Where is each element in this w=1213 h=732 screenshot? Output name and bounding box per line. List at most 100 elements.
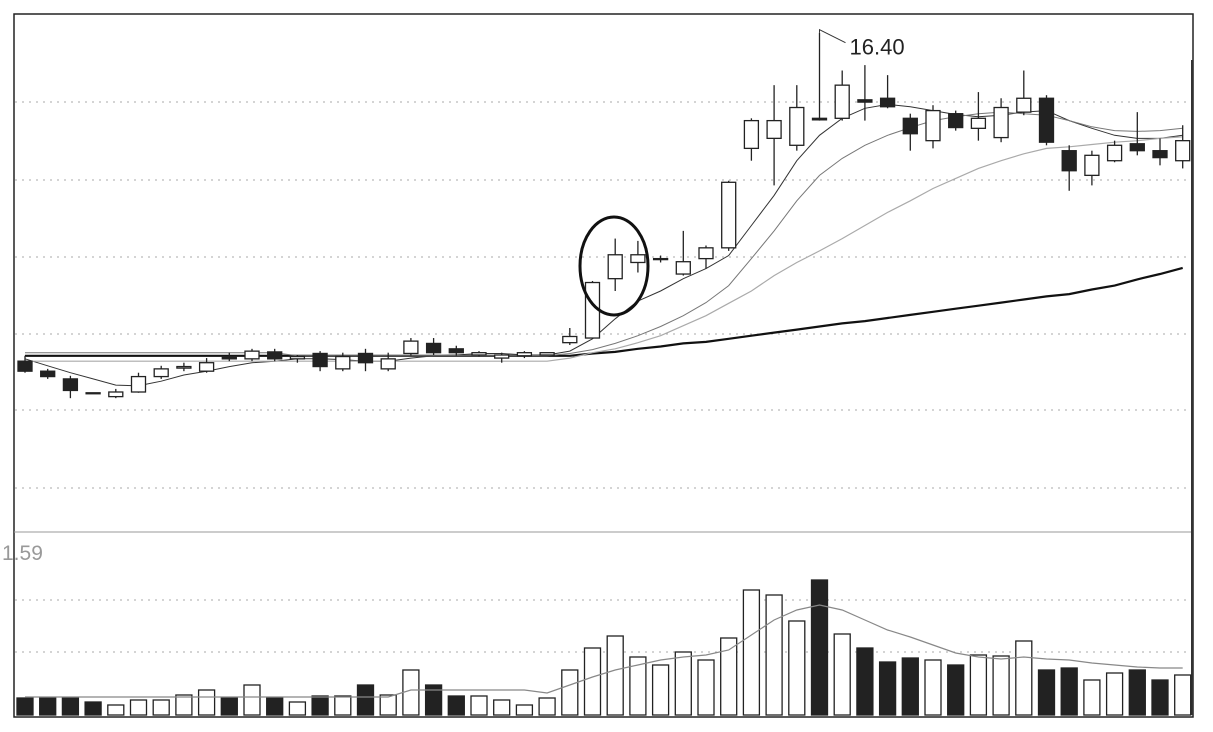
volume-bar xyxy=(515,704,534,716)
candle-body xyxy=(630,254,646,264)
volume-bar xyxy=(447,695,465,716)
ma-line xyxy=(24,103,1183,387)
candle-body xyxy=(357,352,374,364)
ma-line xyxy=(25,604,1183,698)
volume-bar xyxy=(175,694,193,716)
volume-bar xyxy=(61,697,80,716)
volume-bar xyxy=(424,684,443,716)
volume-bar xyxy=(266,697,284,716)
candle-body xyxy=(1129,143,1145,152)
candle-body xyxy=(1175,140,1191,162)
volume-bar xyxy=(1083,679,1101,716)
volume-bar xyxy=(901,657,919,716)
volume-bar xyxy=(1151,679,1169,716)
candle-body xyxy=(698,247,714,260)
volume-bar xyxy=(311,695,329,716)
volume-bar xyxy=(220,697,238,716)
volume-bar xyxy=(107,704,125,716)
candle-body xyxy=(857,99,873,103)
ma-line xyxy=(25,111,1183,357)
candle-body xyxy=(17,360,33,372)
volume-bar xyxy=(152,699,170,716)
candle-body xyxy=(403,340,419,355)
candle-body xyxy=(766,119,782,140)
candle-body xyxy=(289,355,306,360)
candle-body xyxy=(176,365,192,369)
volume-bar xyxy=(402,669,420,716)
candle-body xyxy=(380,358,396,370)
candle-body xyxy=(1038,97,1055,143)
volume-bar xyxy=(674,651,692,716)
candle-body xyxy=(721,181,737,249)
volume-bar xyxy=(1060,667,1078,716)
candle-body xyxy=(948,113,964,129)
volume-bar xyxy=(1037,669,1056,716)
annotation-leader xyxy=(819,28,846,44)
candle-body xyxy=(85,392,101,395)
candle-body xyxy=(1152,150,1168,159)
volume-bar xyxy=(992,655,1010,716)
volume-bar xyxy=(1015,640,1033,716)
volume-bar xyxy=(288,701,307,716)
candle-body xyxy=(425,342,442,354)
volume-bar xyxy=(356,684,375,716)
candle-body xyxy=(789,106,805,146)
volume-bar xyxy=(1174,674,1192,716)
volume-bar xyxy=(583,647,602,716)
volume-bar xyxy=(833,633,851,716)
volume-bar xyxy=(742,589,761,716)
candle-body xyxy=(925,109,941,142)
frame xyxy=(13,13,1194,718)
volume-bar xyxy=(947,664,965,716)
candle-body xyxy=(1084,154,1100,177)
volume-bar xyxy=(878,661,897,716)
candle-body xyxy=(675,261,691,275)
candle-body xyxy=(1016,97,1032,113)
candle-body xyxy=(1061,150,1077,172)
candle-body xyxy=(539,352,555,356)
candle-body xyxy=(993,106,1009,139)
candle-body xyxy=(448,348,464,354)
volume-bar xyxy=(39,697,57,716)
candle-body xyxy=(970,117,987,129)
candle-body xyxy=(834,84,850,119)
candle-body xyxy=(494,354,510,359)
candle-body xyxy=(516,352,533,357)
volume-bar xyxy=(1105,672,1124,716)
candle-body xyxy=(879,97,896,108)
candle-body xyxy=(743,119,760,150)
volume-bar xyxy=(538,697,556,716)
candle-body xyxy=(312,352,328,368)
volume-bar xyxy=(856,647,874,716)
volume-bar xyxy=(629,656,647,716)
volume-bar xyxy=(84,701,102,716)
volume-bar xyxy=(1128,669,1146,716)
candle-body xyxy=(562,335,578,344)
volume-bar xyxy=(788,620,806,716)
y2-tick-label: 1.59 xyxy=(2,542,43,565)
candle-body xyxy=(198,362,215,372)
volume-bar xyxy=(197,689,216,716)
volume-bar xyxy=(720,637,738,716)
candle-body xyxy=(153,368,169,378)
candle-body xyxy=(221,355,237,360)
candle-body xyxy=(130,375,147,393)
ma-line xyxy=(25,136,1183,362)
ma-line xyxy=(25,266,1183,357)
candle-body xyxy=(40,370,56,378)
volume-bar xyxy=(470,695,488,716)
candle-body xyxy=(902,117,918,135)
volume-bar xyxy=(379,694,397,716)
candle-body xyxy=(471,352,487,356)
volume-bar xyxy=(697,659,715,716)
volume-bar xyxy=(924,659,942,716)
candle-body xyxy=(244,350,260,360)
candle-body xyxy=(1106,144,1123,162)
volume-bar xyxy=(810,579,829,716)
candle-body xyxy=(607,254,623,280)
candle-body xyxy=(335,355,351,370)
volume-bar xyxy=(243,684,261,716)
candle-body xyxy=(652,257,669,261)
volume-bar xyxy=(651,664,670,716)
